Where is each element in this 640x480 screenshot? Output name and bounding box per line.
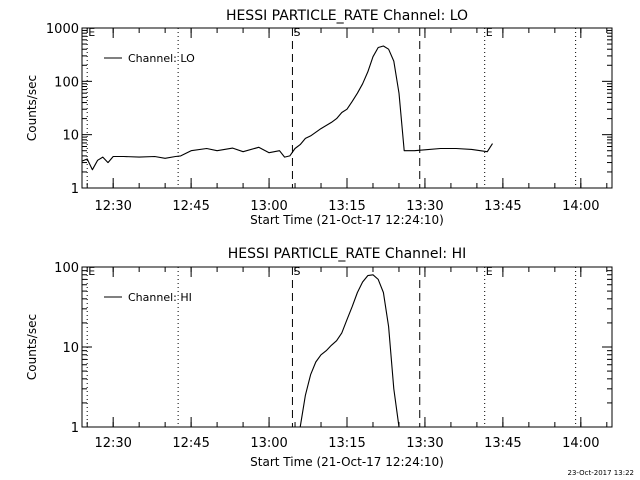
- panel1-x-tick-label: 14:00: [562, 199, 599, 214]
- panel2-y-tick-label: 1: [71, 421, 79, 436]
- panel2-x-tick-label: 13:45: [484, 436, 521, 451]
- panel1-x-tick-label: 13:00: [250, 199, 287, 214]
- panel2-y-tick-label: 10: [62, 341, 79, 356]
- panel1-y-tick-label: 100: [54, 75, 79, 90]
- panel1-y-tick-label: 1000: [46, 22, 79, 37]
- panel2-x-tick-label: 12:45: [172, 436, 209, 451]
- panel1-y-axis-label: Counts/sec: [25, 75, 39, 141]
- panel1-marker-label-E: E: [486, 26, 493, 39]
- plot-timestamp: 23-Oct-2017 13:22: [567, 469, 634, 477]
- panel1-marker-label-S: S: [293, 26, 300, 39]
- panel2-series-line: [299, 274, 400, 428]
- panel1-x-tick-label: 12:30: [94, 199, 131, 214]
- panel1-title: HESSI PARTICLE_RATE Channel: LO: [226, 8, 468, 24]
- panel1-y-tick-label: 10: [62, 129, 79, 144]
- panel1-y-tick-label: 1: [71, 182, 79, 197]
- panel1-series-line: [81, 45, 493, 171]
- panel2-x-axis-label: Start Time (21-Oct-17 12:24:10): [250, 455, 444, 469]
- panel2-x-tick-label: 12:30: [94, 436, 131, 451]
- panel2-x-tick-label: 13:30: [406, 436, 443, 451]
- panel2-x-tick-label: 14:00: [562, 436, 599, 451]
- panel2-title: HESSI PARTICLE_RATE Channel: HI: [228, 246, 466, 262]
- panel2-marker-label-E: E: [486, 265, 493, 278]
- panel2-marker-label-E: E: [88, 265, 95, 278]
- panel2-y-axis-label: Counts/sec: [25, 314, 39, 380]
- panel1-x-tick-label: 12:45: [172, 199, 209, 214]
- panel2-y-tick-label: 100: [54, 261, 79, 276]
- panel2-x-tick-label: 13:15: [328, 436, 365, 451]
- panel2-x-tick-label: 13:00: [250, 436, 287, 451]
- panel2-legend-label: Channel: HI: [128, 291, 192, 304]
- panel1-x-axis-label: Start Time (21-Oct-17 12:24:10): [250, 213, 444, 227]
- panel1-x-tick-label: 13:45: [484, 199, 521, 214]
- panel1-marker-label-E: E: [88, 26, 95, 39]
- panel1-x-tick-label: 13:30: [406, 199, 443, 214]
- panel2-marker-label-S: S: [293, 265, 300, 278]
- panel1-x-tick-label: 13:15: [328, 199, 365, 214]
- panel1-legend-label: Channel: LO: [128, 52, 195, 65]
